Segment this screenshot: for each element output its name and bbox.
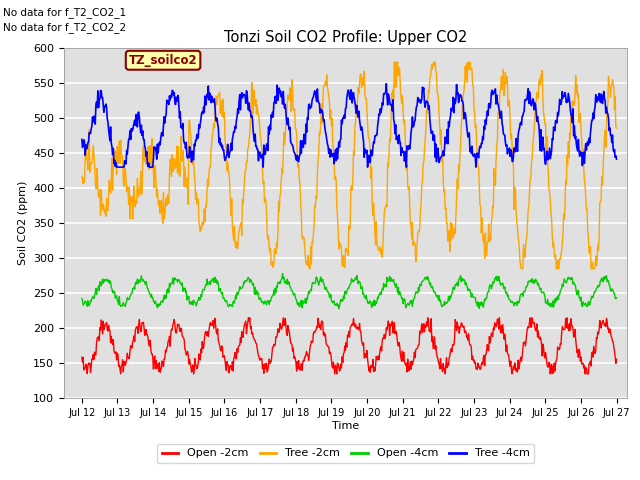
Title: Tonzi Soil CO2 Profile: Upper CO2: Tonzi Soil CO2 Profile: Upper CO2 xyxy=(224,30,467,46)
Text: No data for f_T2_CO2_1: No data for f_T2_CO2_1 xyxy=(3,7,126,18)
Text: No data for f_T2_CO2_2: No data for f_T2_CO2_2 xyxy=(3,22,126,33)
Text: TZ_soilco2: TZ_soilco2 xyxy=(129,54,197,67)
Y-axis label: Soil CO2 (ppm): Soil CO2 (ppm) xyxy=(17,181,28,265)
X-axis label: Time: Time xyxy=(332,421,359,431)
Legend: Open -2cm, Tree -2cm, Open -4cm, Tree -4cm: Open -2cm, Tree -2cm, Open -4cm, Tree -4… xyxy=(157,444,534,463)
